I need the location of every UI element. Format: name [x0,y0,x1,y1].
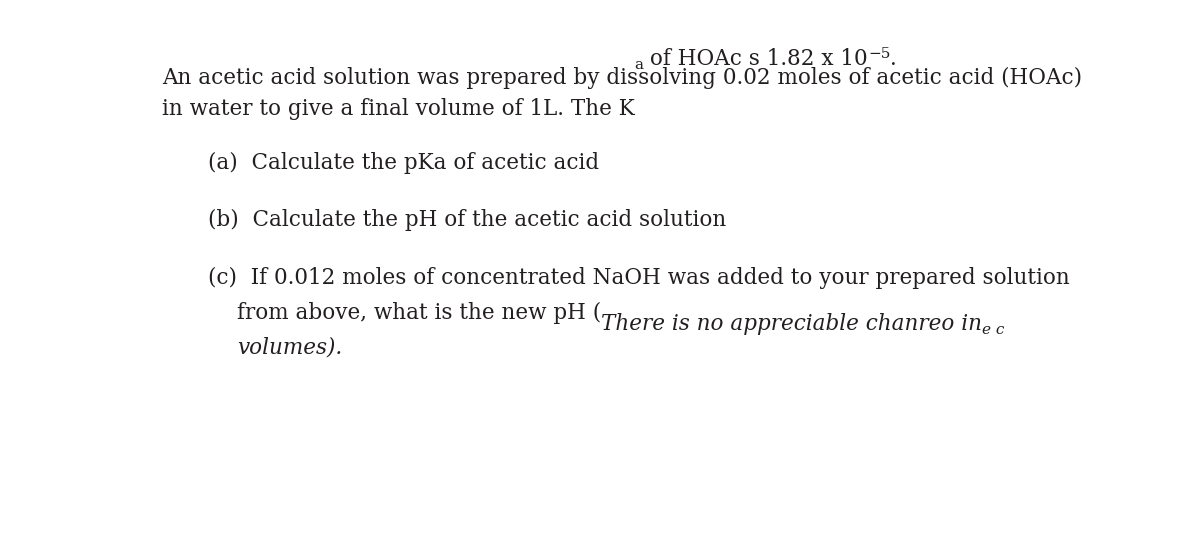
Text: from above, what is the new pH (: from above, what is the new pH ( [236,302,601,324]
Text: An acetic acid solution was prepared by dissolving 0.02 moles of acetic acid (HO: An acetic acid solution was prepared by … [162,67,1081,89]
Text: (b)  Calculate the pH of the acetic acid solution: (b) Calculate the pH of the acetic acid … [208,209,726,231]
Text: volumes).: volumes). [236,336,342,358]
Text: of HOAc s 1.82 x 10: of HOAc s 1.82 x 10 [643,48,868,70]
Text: e c: e c [982,323,1004,337]
Text: (a)  Calculate the pKa of acetic acid: (a) Calculate the pKa of acetic acid [208,151,599,174]
Text: −5: −5 [868,47,890,61]
Text: There is no appreciable chanreo in: There is no appreciable chanreo in [601,313,982,335]
Text: a: a [635,58,643,72]
Text: in water to give a final volume of 1L. The K: in water to give a final volume of 1L. T… [162,98,635,120]
Text: .: . [890,48,898,70]
Text: (c)  If 0.012 moles of concentrated NaOH was added to your prepared solution: (c) If 0.012 moles of concentrated NaOH … [208,267,1070,289]
